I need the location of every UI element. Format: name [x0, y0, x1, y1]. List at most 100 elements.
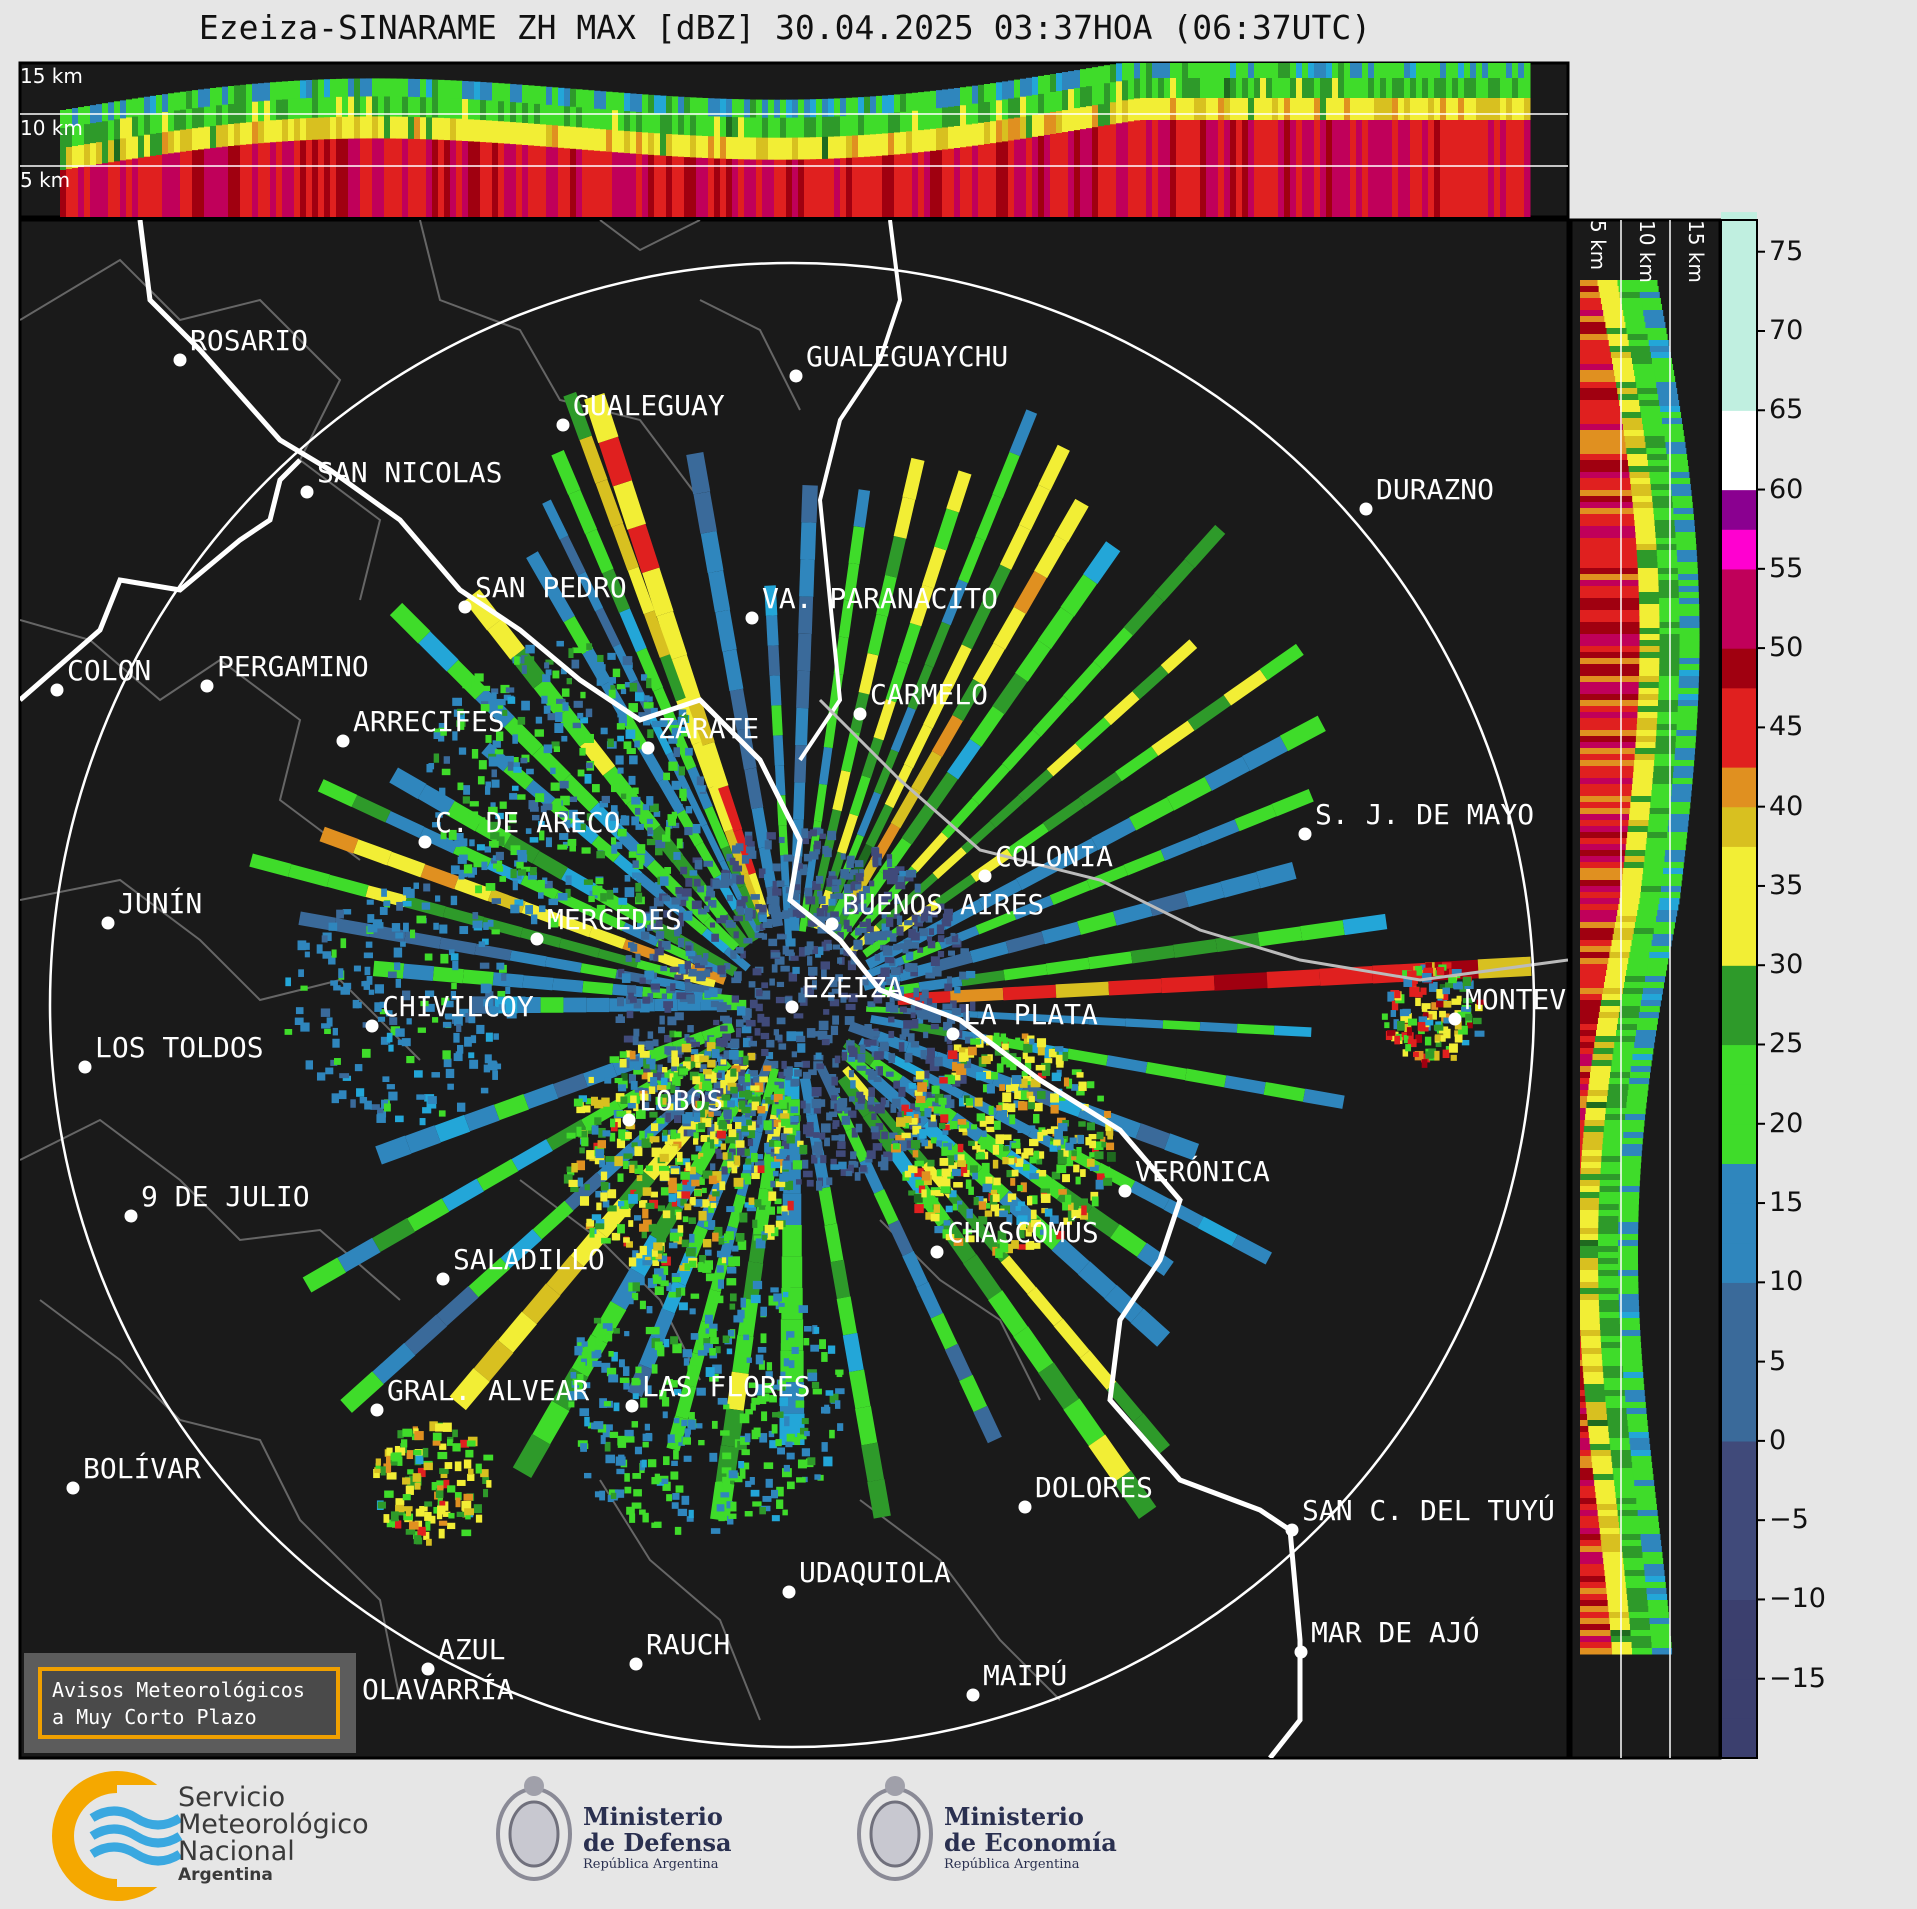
reflectivity-pixel — [464, 1036, 472, 1047]
reflectivity-pixel — [902, 1119, 910, 1128]
reflectivity-pixel — [367, 924, 378, 933]
reflectivity-segment — [1256, 862, 1297, 889]
reflectivity-pixel — [711, 1072, 717, 1083]
reflectivity-pixel — [756, 989, 763, 997]
city-marker — [365, 1019, 379, 1033]
reflectivity-pixel — [1035, 1151, 1045, 1159]
reflectivity-pixel — [708, 1203, 715, 1213]
reflectivity-pixel — [919, 1129, 927, 1139]
reflectivity-pixel — [786, 1134, 795, 1144]
reflectivity-pixel — [670, 1336, 679, 1345]
cross-section-cell — [1580, 430, 1624, 437]
cross-section-cell — [414, 139, 421, 217]
reflectivity-pixel — [475, 1463, 482, 1474]
reflectivity-pixel — [741, 1449, 750, 1456]
reflectivity-pixel — [639, 1090, 648, 1097]
reflectivity-pixel — [767, 1230, 775, 1240]
reflectivity-pixel — [500, 684, 510, 694]
reflectivity-pixel — [1450, 1054, 1457, 1061]
cross-section-cell — [60, 170, 67, 217]
reflectivity-pixel — [632, 1393, 639, 1400]
reflectivity-pixel — [653, 1242, 663, 1251]
cross-section-cell — [870, 156, 877, 217]
reflectivity-segment — [1279, 715, 1326, 752]
reflectivity-pixel — [437, 1505, 446, 1515]
city-marker — [173, 353, 187, 367]
reflectivity-pixel — [483, 1489, 489, 1498]
reflectivity-segment — [439, 937, 477, 955]
reflectivity-pixel — [969, 1165, 978, 1173]
reflectivity-pixel — [757, 1165, 765, 1174]
reflectivity-pixel — [753, 1076, 762, 1084]
reflectivity-pixel — [765, 1478, 773, 1488]
reflectivity-pixel — [468, 1017, 476, 1024]
cross-section-cell — [66, 169, 73, 217]
reflectivity-pixel — [1418, 1029, 1425, 1035]
reflectivity-pixel — [551, 741, 560, 749]
reflectivity-pixel — [395, 932, 404, 939]
reflectivity-pixel — [704, 969, 711, 978]
reflectivity-pixel — [336, 909, 344, 919]
reflectivity-segment — [650, 1201, 684, 1243]
reflectivity-pixel — [379, 906, 388, 915]
city-marker — [785, 1000, 799, 1014]
reflectivity-pixel — [635, 1109, 646, 1119]
reflectivity-pixel — [769, 978, 775, 986]
reflectivity-pixel — [816, 908, 825, 917]
reflectivity-segment — [612, 1052, 647, 1076]
reflectivity-pixel — [633, 1489, 642, 1497]
reflectivity-segment — [544, 583, 575, 623]
reflectivity-pixel — [957, 1073, 967, 1084]
reflectivity-pixel — [1029, 1038, 1035, 1045]
cross-section-cell — [72, 168, 79, 217]
reflectivity-pixel — [478, 760, 487, 770]
cross-section-cell — [564, 148, 571, 217]
reflectivity-pixel — [405, 1528, 416, 1535]
reflectivity-pixel — [686, 1037, 695, 1044]
reflectivity-pixel — [661, 834, 671, 842]
reflectivity-pixel — [846, 856, 855, 864]
cross-section-cell — [1580, 688, 1639, 695]
reflectivity-pixel — [602, 1200, 610, 1208]
reflectivity-pixel — [617, 1079, 628, 1089]
reflectivity-pixel — [898, 1042, 905, 1052]
reflectivity-pixel — [1062, 1136, 1069, 1142]
reflectivity-pixel — [768, 1119, 777, 1129]
reflectivity-pixel — [790, 1115, 799, 1123]
reflectivity-pixel — [584, 1184, 590, 1191]
reflectivity-pixel — [454, 1461, 462, 1472]
reflectivity-pixel — [712, 1133, 721, 1140]
reflectivity-pixel — [438, 735, 445, 742]
reflectivity-pixel — [1037, 1090, 1046, 1100]
reflectivity-pixel — [775, 1439, 782, 1447]
reflectivity-pixel — [647, 1031, 654, 1039]
reflectivity-pixel — [694, 960, 705, 969]
reflectivity-pixel — [1425, 962, 1432, 969]
reflectivity-pixel — [1442, 1049, 1450, 1059]
reflectivity-pixel — [585, 1098, 596, 1105]
reflectivity-segment — [1041, 921, 1081, 945]
reflectivity-pixel — [716, 1504, 725, 1512]
reflectivity-pixel — [1009, 1114, 1016, 1125]
reflectivity-pixel — [667, 1103, 674, 1111]
reflectivity-pixel — [740, 1297, 746, 1308]
cross-section-cell — [534, 145, 541, 217]
reflectivity-pixel — [1071, 1154, 1077, 1161]
cross-section-cell — [948, 148, 955, 217]
reflectivity-pixel — [628, 775, 636, 785]
reflectivity-pixel — [723, 1050, 733, 1060]
reflectivity-pixel — [644, 970, 655, 980]
reflectivity-pixel — [742, 1008, 752, 1018]
cross-section-cell — [822, 158, 829, 217]
reflectivity-pixel — [463, 864, 473, 874]
reflectivity-pixel — [676, 1046, 684, 1055]
reflectivity-pixel — [947, 1044, 953, 1053]
reflectivity-pixel — [677, 918, 684, 927]
reflectivity-pixel — [452, 960, 459, 971]
reflectivity-pixel — [641, 1072, 652, 1080]
reflectivity-pixel — [830, 1158, 837, 1166]
reflectivity-pixel — [661, 1397, 670, 1407]
reflectivity-pixel — [830, 893, 837, 904]
reflectivity-pixel — [491, 692, 497, 699]
cross-section-cell — [228, 146, 235, 217]
